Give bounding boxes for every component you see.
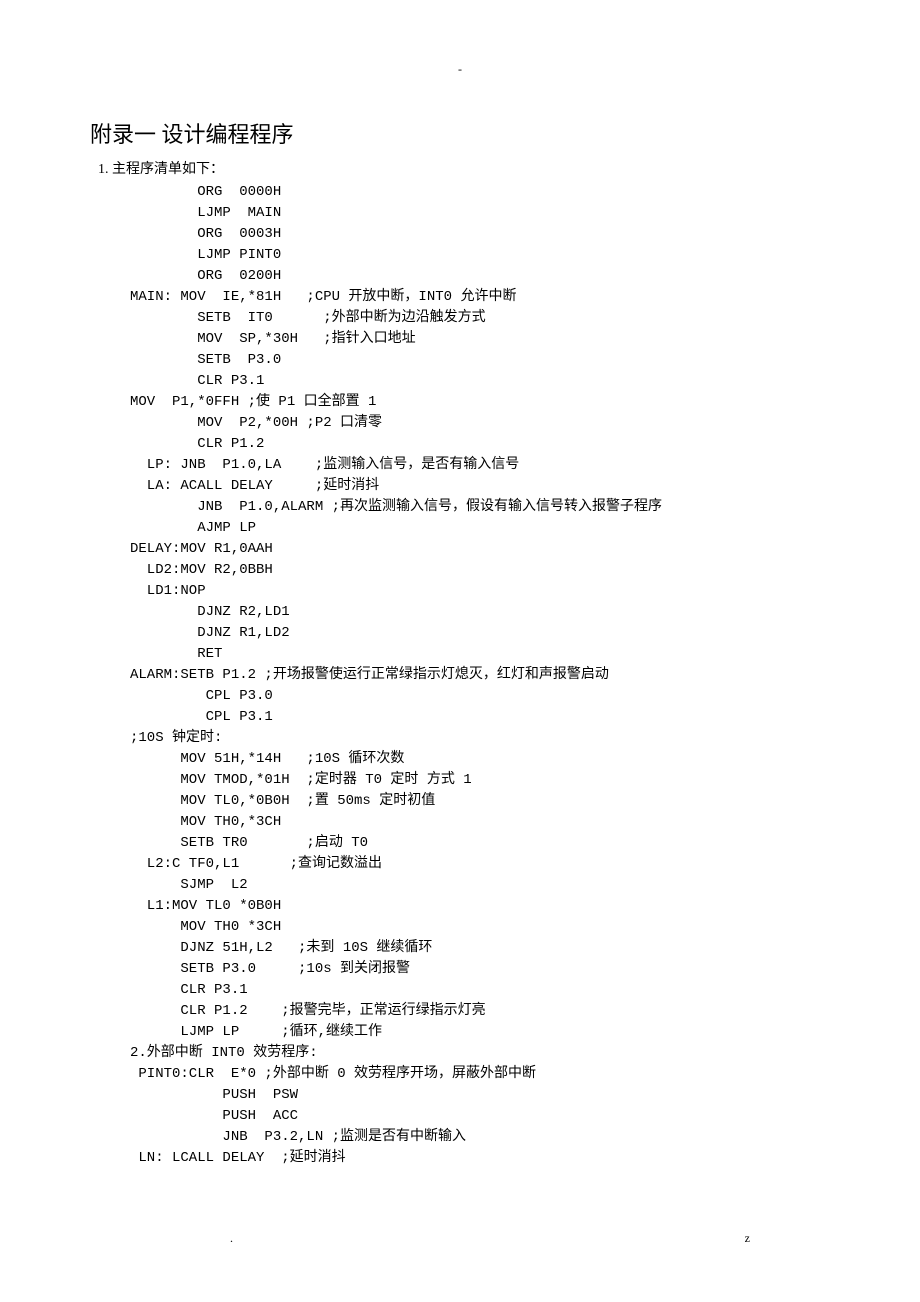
- code-line: LJMP LP ;循环,继续工作: [130, 1022, 830, 1043]
- code-line: CLR P3.1: [130, 371, 830, 392]
- code-line: SJMP L2: [130, 875, 830, 896]
- code-line: JNB P3.2,LN ;监测是否有中断输入: [130, 1127, 830, 1148]
- code-line: DJNZ R1,LD2: [130, 623, 830, 644]
- code-line: SETB IT0 ;外部中断为边沿触发方式: [130, 308, 830, 329]
- code-line: CPL P3.0: [130, 686, 830, 707]
- code-line: L1:MOV TL0 *0B0H: [130, 896, 830, 917]
- code-line: MAIN: MOV IE,*81H ;CPU 开放中断，INT0 允许中断: [130, 287, 830, 308]
- footer-left: .: [230, 1229, 233, 1247]
- code-line: DJNZ R2,LD1: [130, 602, 830, 623]
- footer-right: z: [745, 1229, 750, 1247]
- code-line: ORG 0200H: [130, 266, 830, 287]
- code-line: L2:C TF0,L1 ;查询记数溢出: [130, 854, 830, 875]
- code-line: LJMP PINT0: [130, 245, 830, 266]
- code-line: MOV TH0 *3CH: [130, 917, 830, 938]
- code-line: MOV SP,*30H ;指针入口地址: [130, 329, 830, 350]
- code-line: LD1:NOP: [130, 581, 830, 602]
- code-line: 2.外部中断 INT0 效劳程序:: [130, 1043, 830, 1064]
- code-line: JNB P1.0,ALARM ;再次监测输入信号，假设有输入信号转入报警子程序: [130, 497, 830, 518]
- header-dash: -: [90, 60, 830, 78]
- code-line: AJMP LP: [130, 518, 830, 539]
- code-line: MOV P1,*0FFH ;使 P1 口全部置 1: [130, 392, 830, 413]
- code-line: LP: JNB P1.0,LA ;监测输入信号，是否有输入信号: [130, 455, 830, 476]
- code-line: CLR P1.2 ;报警完毕，正常运行绿指示灯亮: [130, 1001, 830, 1022]
- code-line: ;10S 钟定时:: [130, 728, 830, 749]
- code-line: LA: ACALL DELAY ;延时消抖: [130, 476, 830, 497]
- code-line: PUSH ACC: [130, 1106, 830, 1127]
- code-line: ORG 0003H: [130, 224, 830, 245]
- code-line: CPL P3.1: [130, 707, 830, 728]
- code-line: PUSH PSW: [130, 1085, 830, 1106]
- code-line: MOV TL0,*0B0H ;置 50ms 定时初值: [130, 791, 830, 812]
- footer: . z: [90, 1229, 830, 1247]
- code-line: MOV 51H,*14H ;10S 循环次数: [130, 749, 830, 770]
- code-line: PINT0:CLR E*0 ;外部中断 0 效劳程序开场，屏蔽外部中断: [130, 1064, 830, 1085]
- code-line: RET: [130, 644, 830, 665]
- code-line: ORG 0000H: [130, 182, 830, 203]
- code-line: DELAY:MOV R1,0AAH: [130, 539, 830, 560]
- code-line: LJMP MAIN: [130, 203, 830, 224]
- code-line: LD2:MOV R2,0BBH: [130, 560, 830, 581]
- code-line: LN: LCALL DELAY ;延时消抖: [130, 1148, 830, 1169]
- code-block: ORG 0000H LJMP MAIN ORG 0003H LJMP PINT0…: [130, 182, 830, 1169]
- code-line: MOV TMOD,*01H ;定时器 T0 定时 方式 1: [130, 770, 830, 791]
- code-line: DJNZ 51H,L2 ;未到 10S 继续循环: [130, 938, 830, 959]
- subtitle: 1. 主程序清单如下：: [98, 159, 830, 180]
- code-line: SETB P3.0: [130, 350, 830, 371]
- code-line: ALARM:SETB P1.2 ;开场报警使运行正常绿指示灯熄灭，红灯和声报警启…: [130, 665, 830, 686]
- code-line: SETB P3.0 ;10s 到关闭报警: [130, 959, 830, 980]
- code-line: MOV TH0,*3CH: [130, 812, 830, 833]
- page-title: 附录一 设计编程程序: [90, 118, 830, 151]
- code-line: CLR P1.2: [130, 434, 830, 455]
- code-line: SETB TR0 ;启动 T0: [130, 833, 830, 854]
- code-line: MOV P2,*00H ;P2 口清零: [130, 413, 830, 434]
- code-line: CLR P3.1: [130, 980, 830, 1001]
